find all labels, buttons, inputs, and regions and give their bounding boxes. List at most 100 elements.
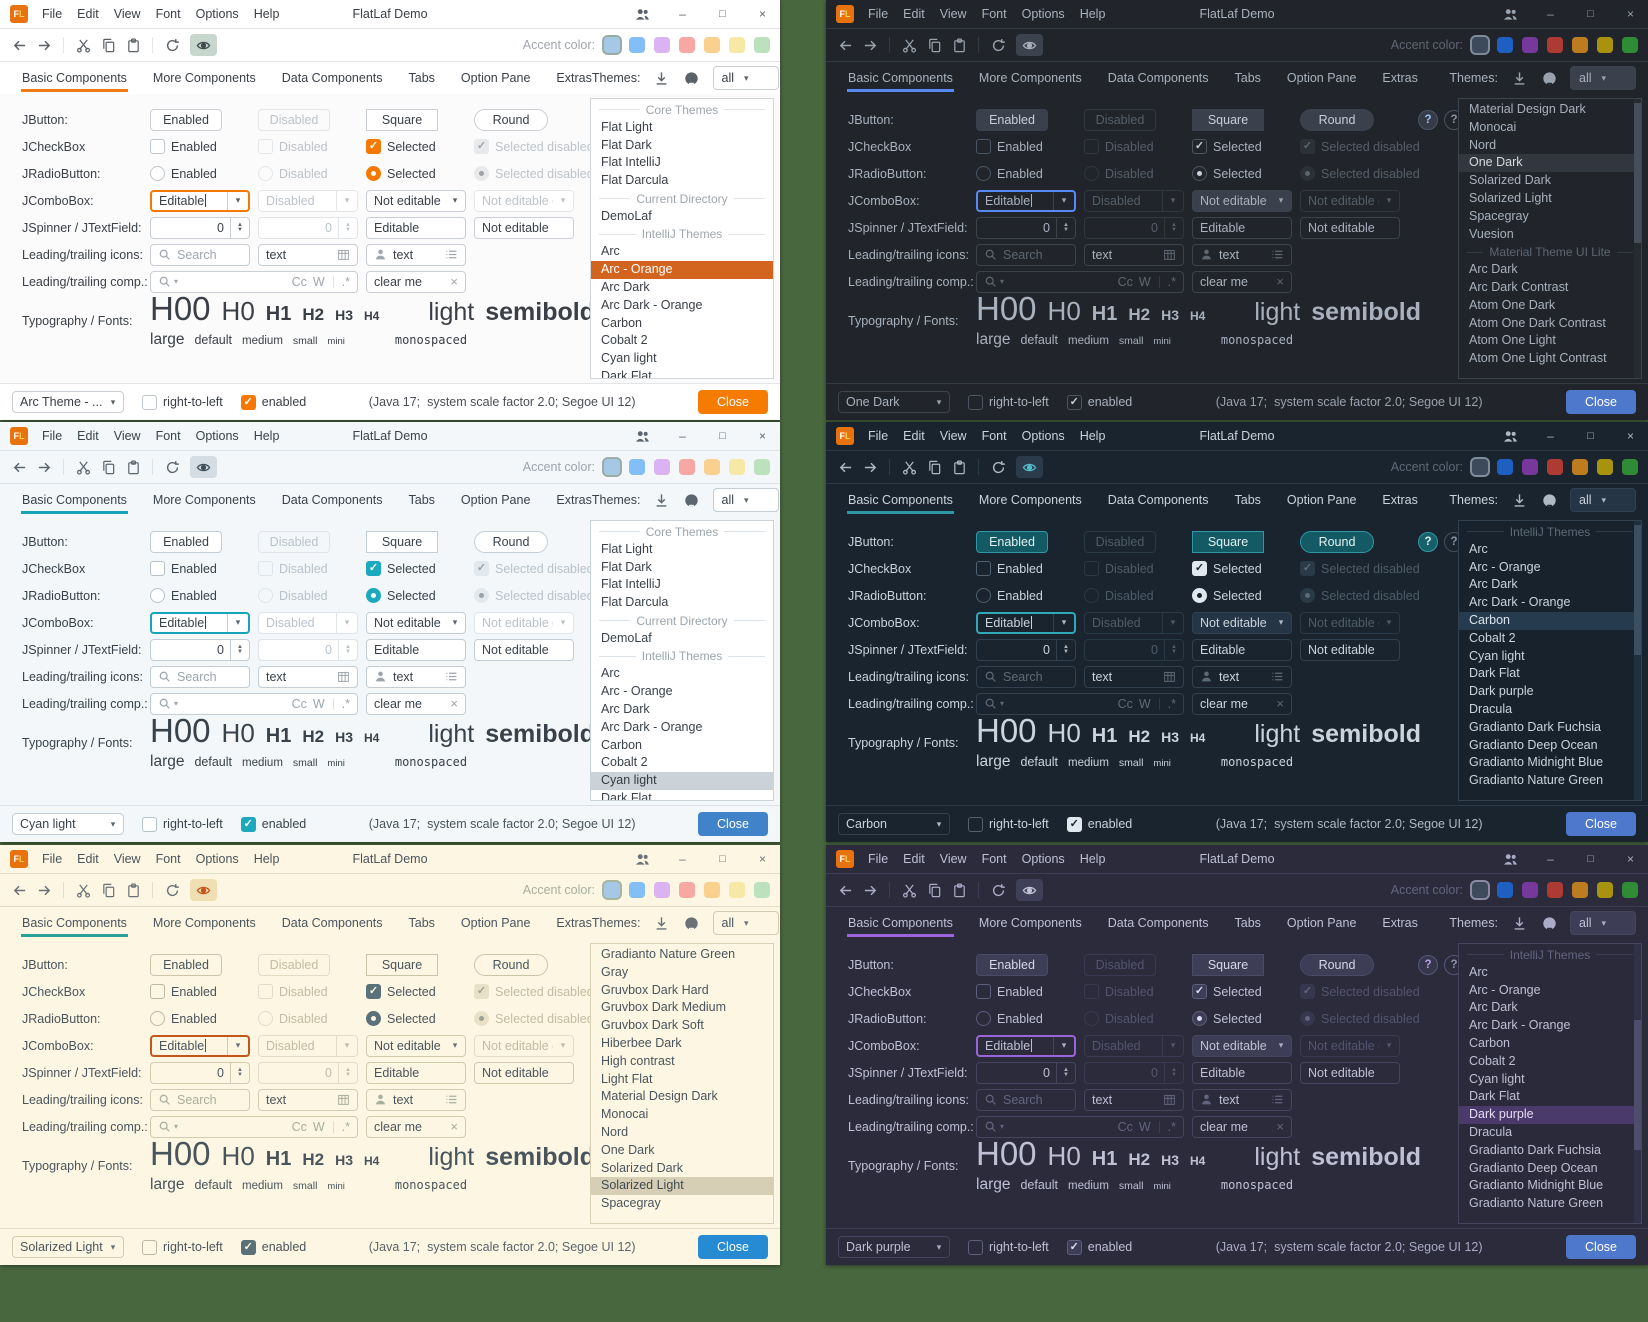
download-icon[interactable] xyxy=(653,914,671,932)
accent-swatch-5[interactable] xyxy=(704,882,720,898)
regex-icon[interactable]: .* xyxy=(341,696,350,711)
round-button[interactable]: Round xyxy=(1300,530,1374,553)
themes-list[interactable]: Material Design Dark Monocai Nord One Dark S… xyxy=(1458,98,1642,379)
menu-view[interactable]: View xyxy=(113,852,141,866)
chevron-down-icon[interactable]: ▾ xyxy=(1000,277,1005,286)
accent-swatch-2[interactable] xyxy=(629,459,645,475)
menu-edit[interactable]: Edit xyxy=(77,429,99,443)
text-input-calendar[interactable]: text xyxy=(258,1088,358,1111)
textfield-editable[interactable]: Editable xyxy=(1192,216,1292,239)
accent-swatch-5[interactable] xyxy=(704,459,720,475)
accent-swatch-3[interactable] xyxy=(654,459,670,475)
close-button[interactable]: Close xyxy=(698,812,768,836)
accent-swatch-4[interactable] xyxy=(679,459,695,475)
themes-list[interactable]: Gradianto Nature Green Gray Gruvbox Dark H… xyxy=(590,943,774,1224)
tab-option-pane[interactable]: Option Pane xyxy=(460,916,531,930)
github-icon[interactable] xyxy=(683,914,701,932)
clear-icon[interactable]: × xyxy=(450,274,458,289)
combobox-not-editable[interactable]: Not editable ▾ xyxy=(1192,189,1292,212)
spinner-arrows[interactable]: ▲ ▼ xyxy=(230,1062,249,1083)
theme-filter-combobox[interactable]: all ▾ xyxy=(712,66,779,90)
chevron-down-icon[interactable]: ▾ xyxy=(227,613,248,632)
square-button[interactable]: Square xyxy=(366,108,438,131)
checkbox-enabled[interactable]: Enabled xyxy=(976,139,1043,154)
spinner-arrows[interactable]: ▲ ▼ xyxy=(230,639,249,660)
copy-icon[interactable] xyxy=(99,36,117,54)
theme-list-item[interactable]: Carbon xyxy=(1459,611,1641,630)
checkbox-selected[interactable]: ✓ Selected xyxy=(366,984,436,999)
accent-swatch-5[interactable] xyxy=(1572,37,1588,53)
enabled-checkbox[interactable]: ✓ enabled xyxy=(240,816,306,832)
accent-swatch-5[interactable] xyxy=(1572,882,1588,898)
theme-list-item[interactable]: Monocai xyxy=(601,1107,649,1122)
inspect-toggle-button[interactable] xyxy=(190,456,217,478)
copy-icon[interactable] xyxy=(99,458,117,476)
cut-icon[interactable] xyxy=(900,36,918,54)
theme-list-item[interactable]: Gray xyxy=(601,964,629,979)
close-window-button[interactable]: × xyxy=(1626,429,1634,443)
accent-swatch-2[interactable] xyxy=(1497,882,1513,898)
theme-list-item[interactable]: Flat IntelliJ xyxy=(601,155,661,170)
tab-option-pane[interactable]: Option Pane xyxy=(1286,493,1357,507)
regex-icon[interactable]: .* xyxy=(341,1119,350,1134)
back-icon[interactable] xyxy=(836,458,854,476)
theme-list-item[interactable]: Arc xyxy=(1469,541,1488,556)
paste-icon[interactable] xyxy=(950,36,968,54)
search-input[interactable]: Search xyxy=(976,665,1076,688)
menu-file[interactable]: File xyxy=(868,7,889,21)
radio-enabled[interactable]: Enabled xyxy=(976,1011,1043,1026)
scrollbar-track[interactable] xyxy=(1634,521,1641,800)
combobox-editable[interactable]: Editable ▾ xyxy=(976,1034,1076,1057)
checkbox-enabled[interactable]: Enabled xyxy=(150,139,217,154)
chevron-down-icon[interactable]: ▾ xyxy=(174,1122,179,1131)
radio-enabled[interactable]: Enabled xyxy=(976,166,1043,181)
accent-swatch-4[interactable] xyxy=(679,37,695,53)
accent-swatch-1[interactable] xyxy=(1472,882,1488,898)
scrollbar-thumb[interactable] xyxy=(1634,103,1641,243)
combobox-editable[interactable]: Editable ▾ xyxy=(150,611,250,634)
close-button[interactable]: Close xyxy=(1566,812,1636,836)
theme-selector-combobox[interactable]: Dark purple ▾ xyxy=(838,1236,950,1258)
theme-list-item[interactable]: Cobalt 2 xyxy=(1469,630,1516,645)
themes-list[interactable]: IntelliJ Themes Arc Arc - Orange Arc Dark Ar… xyxy=(1458,520,1642,801)
theme-list-item[interactable]: Dark Flat xyxy=(1469,666,1520,681)
theme-list-item[interactable]: Arc - Orange xyxy=(1469,559,1541,574)
radio-enabled[interactable]: Enabled xyxy=(976,588,1043,603)
menu-font[interactable]: Font xyxy=(155,429,181,443)
forward-icon[interactable] xyxy=(861,36,879,54)
enabled-checkbox[interactable]: ✓ enabled xyxy=(1066,816,1132,832)
match-case-icon[interactable]: Cc xyxy=(1117,696,1133,711)
close-button[interactable]: Close xyxy=(1566,390,1636,414)
theme-list-item[interactable]: Arc - Orange xyxy=(591,261,773,279)
minimize-button[interactable]: – xyxy=(1547,429,1554,443)
themes-list[interactable]: Core Themes Flat Light Flat Dark Flat Intel… xyxy=(590,520,774,801)
paste-icon[interactable] xyxy=(124,458,142,476)
checkbox-enabled[interactable]: Enabled xyxy=(150,984,217,999)
theme-list-item[interactable]: Flat Dark xyxy=(601,137,652,152)
menu-options[interactable]: Options xyxy=(1021,7,1065,21)
close-window-button[interactable]: × xyxy=(758,852,766,866)
menu-font[interactable]: Font xyxy=(981,429,1007,443)
theme-list-item[interactable]: Dark purple xyxy=(1459,1106,1641,1124)
menu-help[interactable]: Help xyxy=(253,429,280,443)
textfield-editable[interactable]: Editable xyxy=(1192,638,1292,661)
theme-selector-combobox[interactable]: Solarized Light ▾ xyxy=(12,1236,124,1258)
tab-extras[interactable]: Extras xyxy=(1382,916,1418,930)
close-window-button[interactable]: × xyxy=(1626,7,1634,21)
chevron-down-icon[interactable]: ▾ xyxy=(1053,191,1074,210)
accent-swatch-7[interactable] xyxy=(1622,37,1638,53)
radio-selected[interactable]: Selected xyxy=(366,1011,436,1026)
maximize-button[interactable]: □ xyxy=(1587,429,1594,442)
accent-swatch-6[interactable] xyxy=(1597,459,1613,475)
chevron-down-icon[interactable]: ▾ xyxy=(227,191,248,210)
minimize-button[interactable]: – xyxy=(1547,7,1554,21)
users-icon[interactable] xyxy=(635,429,650,444)
tab-tabs[interactable]: Tabs xyxy=(1234,916,1261,930)
accent-swatch-2[interactable] xyxy=(1497,459,1513,475)
maximize-button[interactable]: □ xyxy=(1587,852,1594,865)
themes-list[interactable]: Core Themes Flat Light Flat Dark Flat Intel… xyxy=(590,98,774,379)
theme-list-item[interactable]: Cobalt 2 xyxy=(1469,1053,1516,1068)
theme-list-item[interactable]: Dark Flat xyxy=(601,790,652,801)
square-button[interactable]: Square xyxy=(1192,108,1264,131)
whole-words-icon[interactable]: W xyxy=(312,1119,325,1134)
